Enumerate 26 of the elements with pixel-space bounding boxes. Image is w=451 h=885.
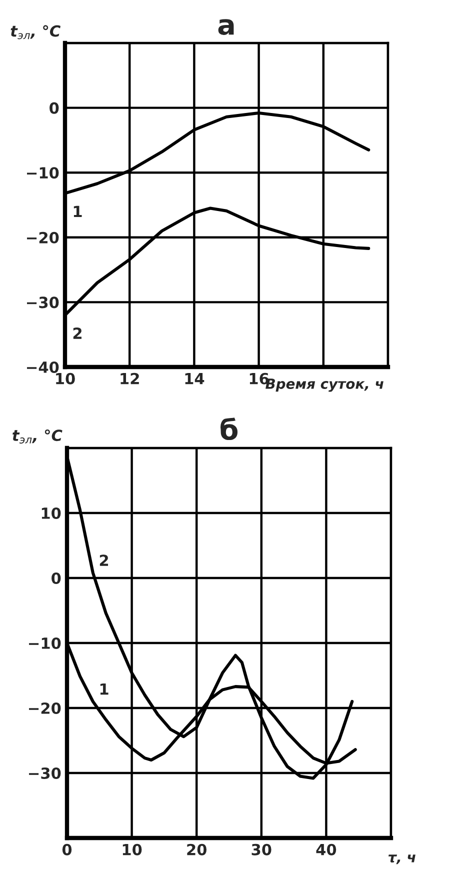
x-tick-label: 40 <box>316 844 336 856</box>
y-axis-title: t$_{эл}$, °C <box>12 429 62 444</box>
y-tick-label: −30 <box>27 296 59 308</box>
y-tick-label: 10 <box>42 507 61 520</box>
x-tick-label: 12 <box>120 372 139 384</box>
series-label: 1 <box>100 683 108 695</box>
series-label: 2 <box>100 554 108 566</box>
chart-title: а <box>218 19 234 36</box>
chart-title: б <box>220 418 238 440</box>
y-tick-label: −20 <box>29 702 61 714</box>
series-label: 2 <box>73 327 82 339</box>
y-tick-label: 0 <box>52 572 61 584</box>
x-axis-title: τ, ч <box>388 854 416 864</box>
y-tick-label: −40 <box>27 361 59 374</box>
x-tick-label: 10 <box>122 844 142 856</box>
x-tick-label: 30 <box>252 844 272 856</box>
y-tick-label: 0 <box>50 102 59 114</box>
y-tick-label: −20 <box>27 232 59 244</box>
y-tick-label: −10 <box>29 637 61 650</box>
y-tick-label: −30 <box>29 767 61 780</box>
y-axis-title: t$_{эл}$, °C <box>10 25 60 40</box>
x-tick-label: 0 <box>62 844 72 856</box>
x-tick-label: 14 <box>185 373 204 384</box>
x-tick-label: 20 <box>187 844 206 856</box>
y-tick-label: −10 <box>27 167 59 179</box>
series-label: 1 <box>74 206 82 217</box>
